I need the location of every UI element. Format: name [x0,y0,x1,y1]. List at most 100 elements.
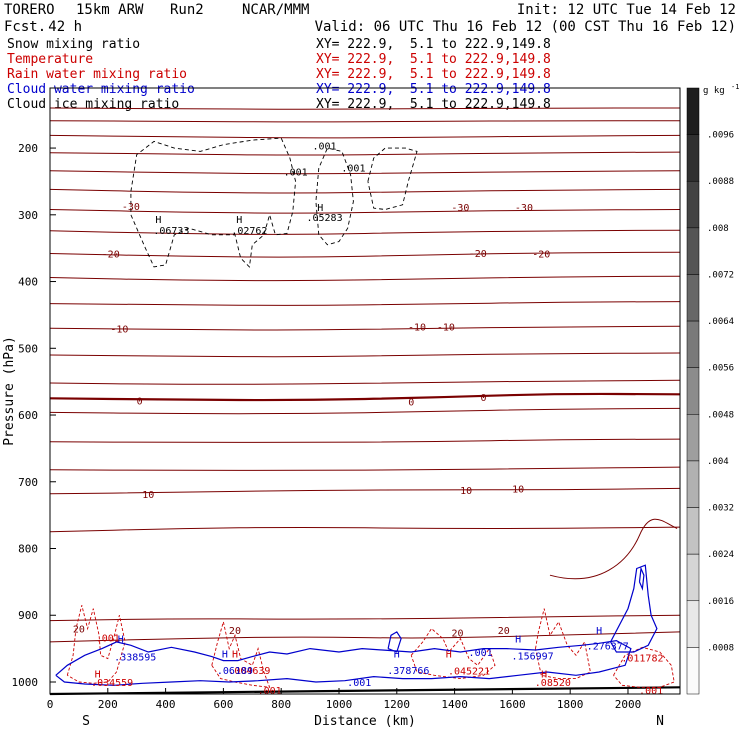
cloud-water-label: .338595 [114,653,156,664]
temperature-contour-line [49,379,681,385]
rain-label: H [95,669,101,680]
rain-label: H [232,649,238,660]
y-tick-label: 300 [18,209,38,222]
temperature-label: 20 [451,629,463,640]
colorbar-unit: g kg [703,86,725,96]
cloud-water-label: .001 [469,648,493,659]
legend-xy-cloud-water: XY= 222.9, 5.1 to 222.9,149.8 [316,82,551,97]
rain-contour [66,605,126,684]
cloud-water-contour [387,631,402,653]
rain-label: .001 [258,686,282,697]
temperature-label: -30 [515,203,533,214]
colorbar-tick-label: .0096 [707,131,734,141]
colorbar-tick-label: .0064 [707,317,734,327]
y-tick-label: 800 [18,543,38,556]
y-tick-label: 500 [18,342,38,355]
temperature-contour-line [49,275,681,282]
colorbar-swatch [686,647,700,695]
snow-label: .001 [341,163,365,174]
snow-label: H [155,215,161,226]
colorbar-swatch [686,553,700,602]
colorbar-swatch [686,460,700,508]
colorbar-tick-label: .004 [707,457,729,467]
rain-contours [66,605,675,688]
surface-line [49,686,681,696]
temperature-label: 0 [408,398,414,409]
legend-xy-rain: XY= 222.9, 5.1 to 222.9,149.8 [316,67,551,82]
x-tick-label: 1800 [557,698,584,711]
temperature-contour-line [49,188,681,194]
snow-contour [130,137,297,268]
cloud-water-contour [638,566,645,591]
snow-label: H [317,203,323,214]
rain-contour [613,646,675,688]
colorbar: g kg -1 .0096 .0088 .008 .0072 .0064 .0056 .00… [686,83,739,695]
x-end-label-north: N [656,714,664,729]
snow-label: .001 [284,167,308,178]
temperature-label: -30 [122,202,140,213]
colorbar-swatch [686,180,700,229]
temperature-label: -20 [102,250,120,261]
temperature-contour-line [49,487,681,495]
temperature-contour-line [549,518,678,580]
rain-label: H [446,649,452,660]
temperature-contour-line [49,325,681,331]
cloud-water-contours [55,564,658,686]
x-tick-label: 0 [47,698,54,711]
colorbar-tick-label: .0088 [707,177,734,187]
cloud-water-contour [55,639,632,686]
temperature-label: -30 [451,203,469,214]
rain-label: .08520 [535,678,571,689]
org-name: NCAR/MMM [242,2,309,18]
cloud-water-label: .378766 [387,666,429,677]
legend-name-cloud-water: Cloud water mixing ratio [7,82,195,97]
y-tick-label: 400 [18,276,38,289]
header: TORERO 15km ARW Run2 NCAR/MMM Init: 12 U… [4,2,736,35]
colorbar-tick-label: .0048 [707,410,734,420]
forecast-label: Fcst. [4,19,46,35]
rain-label: .045221 [448,667,490,678]
cloud-water-label: .276377 [587,641,629,652]
colorbar-swatch [686,367,700,415]
snow-contours [130,137,418,268]
temperature-label: 0 [480,393,486,404]
temperature-contour-line [49,352,681,358]
x-tick-label: 1200 [384,698,411,711]
temperature-contour-line [49,229,681,235]
model-name: TORERO [4,2,55,18]
rain-label: .001 [96,633,120,644]
legend-xy-snow: XY= 222.9, 5.1 to 222.9,149.8 [316,37,551,52]
temperature-contour-line [49,614,681,622]
rain-label: .011782 [621,653,663,664]
temperature-contour-line [49,301,681,306]
colorbar-swatch [686,274,700,322]
rain-contour [535,608,591,680]
snow-label: .001 [312,141,336,152]
colorbar-swatch [686,227,700,275]
legend-name-cloud-ice: Cloud ice mixing ratio [7,97,179,112]
cloud-water-label: .156997 [512,651,554,662]
colorbar-swatch [686,87,700,135]
colorbar-swatch [686,134,700,182]
snow-contour [315,147,354,246]
rain-label: H [541,669,547,680]
init-time: Init: 12 UTC Tue 14 Feb 12 [517,2,736,18]
y-tick-label: 1000 [12,676,39,689]
temperature-contour-line [49,407,681,415]
y-tick-label: 200 [18,142,38,155]
colorbar-tick-label: .0056 [707,364,734,374]
temperature-label: 10 [460,486,472,497]
colorbar-tick-label: .0024 [707,550,734,560]
colorbar-swatch [686,320,700,368]
colorbar-tick-label: .0008 [707,643,734,653]
field-legend: Snow mixing ratio XY= 222.9, 5.1 to 222.… [7,37,551,112]
temperature-contour-line [49,107,680,110]
temperature-contour-line [49,466,681,471]
temperature-contour-line [49,170,681,175]
temperature-contour-line [49,392,681,402]
cloud-water-label: H [515,635,521,646]
temperature-label: 20 [73,625,85,636]
plot-frame [49,87,681,695]
temperature-contour-line [49,631,681,643]
